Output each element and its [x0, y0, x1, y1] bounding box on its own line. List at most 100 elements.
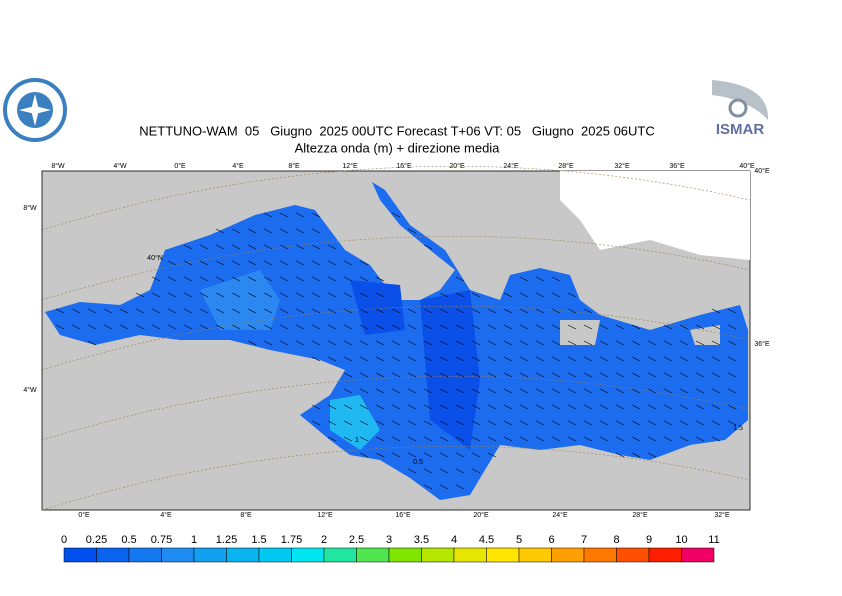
- direction-arrow: [279, 292, 289, 298]
- graticule-line: [41, 446, 751, 511]
- direction-arrow: [439, 468, 449, 474]
- direction-arrow: [263, 292, 273, 298]
- direction-arrow: [375, 404, 385, 410]
- direction-arrow: [615, 452, 625, 458]
- direction-arrow: [535, 308, 545, 314]
- direction-arrow: [631, 452, 641, 458]
- direction-arrow: [295, 244, 305, 250]
- direction-arrow: [439, 420, 449, 426]
- direction-arrow: [583, 420, 593, 426]
- direction-arrow: [695, 372, 705, 378]
- direction-arrow: [167, 308, 177, 314]
- direction-arrow: [679, 340, 689, 346]
- legend-label: 3.5: [414, 534, 429, 546]
- direction-arrow: [151, 292, 161, 298]
- direction-arrow: [247, 308, 257, 314]
- direction-arrow: [599, 356, 609, 362]
- direction-arrow: [247, 244, 257, 250]
- graticule-label: 36°E: [754, 340, 770, 348]
- direction-arrow: [711, 404, 721, 410]
- direction-arrow: [487, 388, 497, 394]
- direction-arrow: [711, 372, 721, 378]
- direction-arrow: [599, 388, 609, 394]
- legend-box: [583, 547, 617, 563]
- direction-arrow: [663, 372, 673, 378]
- direction-arrow: [279, 244, 289, 250]
- logo-left: [3, 78, 67, 142]
- direction-arrow: [391, 436, 401, 442]
- direction-arrow: [87, 324, 97, 330]
- direction-arrow: [471, 420, 481, 426]
- direction-arrow: [359, 260, 369, 266]
- direction-arrow: [439, 292, 449, 298]
- direction-arrow: [567, 436, 577, 442]
- direction-arrow: [711, 340, 721, 346]
- direction-arrow: [727, 308, 737, 314]
- direction-arrow: [183, 292, 193, 298]
- direction-arrow: [375, 436, 385, 442]
- direction-arrow: [295, 292, 305, 298]
- legend-box: [681, 547, 715, 563]
- direction-arrow: [199, 308, 209, 314]
- direction-arrow: [503, 308, 513, 314]
- direction-arrow: [487, 436, 497, 442]
- direction-arrow: [87, 308, 97, 314]
- direction-arrow: [727, 372, 737, 378]
- direction-arrow: [343, 260, 353, 266]
- direction-arrow: [407, 420, 417, 426]
- direction-arrow: [535, 356, 545, 362]
- direction-arrow: [215, 244, 225, 250]
- legend-label: 1.75: [281, 534, 302, 546]
- direction-arrow: [263, 260, 273, 266]
- direction-arrow: [199, 260, 209, 266]
- direction-arrow: [631, 388, 641, 394]
- direction-arrow: [535, 388, 545, 394]
- graticule-label: 20°E: [473, 511, 489, 519]
- direction-arrow: [359, 308, 369, 314]
- direction-arrow: [615, 388, 625, 394]
- direction-arrow: [327, 404, 337, 410]
- direction-arrow: [199, 244, 209, 250]
- direction-arrow: [247, 228, 257, 234]
- direction-arrow: [311, 244, 321, 250]
- direction-arrow: [471, 436, 481, 442]
- direction-arrow: [647, 452, 657, 458]
- direction-arrow: [327, 340, 337, 346]
- direction-arrow: [423, 372, 433, 378]
- direction-arrow: [311, 324, 321, 330]
- direction-arrow: [343, 308, 353, 314]
- direction-arrow: [375, 292, 385, 298]
- direction-arrow: [647, 404, 657, 410]
- direction-arrow: [135, 308, 145, 314]
- legend-label: 4: [451, 534, 457, 546]
- direction-arrow: [663, 404, 673, 410]
- direction-arrow: [487, 356, 497, 362]
- direction-arrow: [263, 340, 273, 346]
- direction-arrow: [423, 340, 433, 346]
- direction-arrow: [215, 292, 225, 298]
- direction-arrow: [695, 436, 705, 442]
- direction-arrow: [343, 420, 353, 426]
- direction-arrow: [391, 340, 401, 346]
- direction-arrow: [279, 308, 289, 314]
- direction-arrow: [551, 388, 561, 394]
- direction-arrow: [551, 340, 561, 346]
- direction-arrow: [663, 436, 673, 442]
- legend-label: 0: [61, 534, 67, 546]
- direction-arrow: [695, 404, 705, 410]
- subtitle: Altezza onda (m) + direzione media: [295, 140, 501, 155]
- direction-arrow: [567, 388, 577, 394]
- direction-arrow: [679, 372, 689, 378]
- direction-arrow: [519, 388, 529, 394]
- legend-box: [96, 547, 130, 563]
- direction-arrow: [279, 212, 289, 218]
- direction-arrow: [487, 420, 497, 426]
- direction-arrow: [583, 436, 593, 442]
- direction-arrow: [551, 356, 561, 362]
- direction-arrow: [551, 420, 561, 426]
- direction-arrow: [711, 436, 721, 442]
- legend-box: [616, 547, 650, 563]
- legend-label: 1: [191, 534, 197, 546]
- graticule-label: 16°E: [395, 511, 411, 519]
- direction-arrow: [535, 276, 545, 282]
